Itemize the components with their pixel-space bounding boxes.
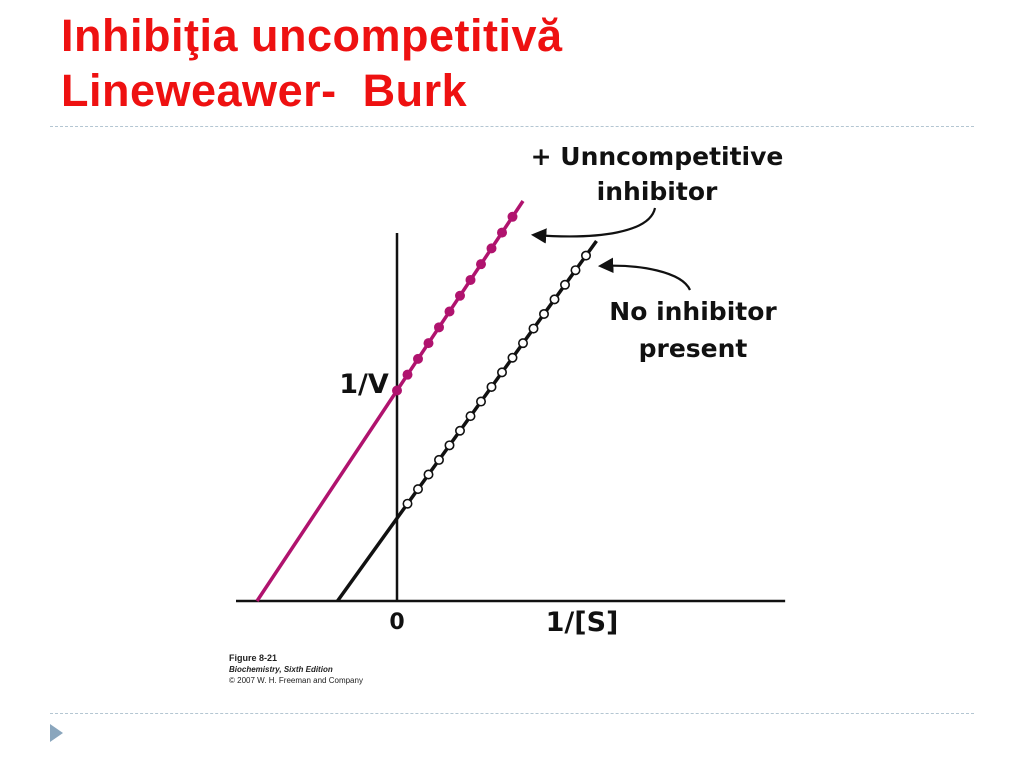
data-point-control-10 bbox=[507, 352, 518, 363]
annotation-0-line-1: inhibitor bbox=[597, 177, 718, 206]
data-point-inhibited-0 bbox=[392, 385, 402, 396]
data-point-inhibited-4 bbox=[434, 322, 444, 333]
top-divider bbox=[50, 126, 974, 127]
data-point-inhibited-3 bbox=[423, 338, 434, 349]
axes bbox=[236, 233, 786, 603]
figure-number: Figure 8-21 bbox=[229, 653, 278, 663]
x-axis-label: 1/[S] bbox=[546, 607, 619, 638]
annotation-arrow-1 bbox=[597, 257, 692, 291]
data-point-control-12 bbox=[528, 323, 539, 334]
data-point-control-0 bbox=[402, 498, 413, 509]
data-point-control-7 bbox=[475, 396, 486, 407]
data-point-inhibited-1 bbox=[402, 369, 413, 380]
data-point-inhibited-2 bbox=[413, 353, 423, 364]
annotation-1-line-1: present bbox=[639, 334, 748, 363]
annotation-1-line-0: No inhibitor bbox=[609, 297, 777, 326]
data-point-control-13 bbox=[538, 308, 549, 319]
annotation-arrow-0 bbox=[530, 207, 657, 244]
slide-title: Inhibiţia uncompetitivă Lineweawer- Burk bbox=[61, 8, 563, 118]
points-group bbox=[392, 211, 591, 509]
data-point-inhibited-6 bbox=[455, 290, 465, 301]
figure-credit: Figure 8-21 Biochemistry, Sixth Edition … bbox=[229, 653, 363, 686]
series-group bbox=[255, 200, 598, 603]
data-point-inhibited-10 bbox=[497, 227, 507, 238]
data-point-control-1 bbox=[412, 484, 423, 495]
data-point-control-2 bbox=[423, 469, 434, 480]
data-point-control-15 bbox=[559, 279, 570, 290]
data-point-inhibited-8 bbox=[476, 259, 486, 270]
figure-copyright: © 2007 W. H. Freeman and Company bbox=[229, 676, 363, 685]
data-point-inhibited-5 bbox=[444, 306, 455, 317]
next-slide-arrow-icon[interactable] bbox=[50, 724, 63, 742]
y-axis-label: 1/V bbox=[339, 369, 389, 400]
data-point-control-4 bbox=[444, 440, 455, 451]
data-point-control-16 bbox=[570, 265, 581, 276]
data-point-control-6 bbox=[465, 411, 476, 422]
data-point-inhibited-11 bbox=[507, 211, 518, 222]
figure-source-book: Biochemistry, Sixth Edition bbox=[229, 665, 333, 674]
data-point-inhibited-9 bbox=[486, 243, 497, 254]
data-point-control-11 bbox=[517, 338, 528, 349]
data-point-control-8 bbox=[486, 381, 497, 392]
data-point-control-14 bbox=[549, 294, 560, 305]
annotation-0-line-0: + Unncompetitive bbox=[531, 142, 784, 171]
data-point-control-9 bbox=[496, 367, 507, 378]
x-tick-label-0: 0 bbox=[389, 610, 404, 635]
data-point-control-3 bbox=[433, 454, 444, 465]
labels-group: 0 1/[S] 1/V + Unncompetitive inhibitor No inh… bbox=[339, 142, 783, 638]
slide-title-line-1: Inhibiţia uncompetitivă bbox=[61, 10, 563, 61]
data-point-inhibited-7 bbox=[465, 274, 476, 285]
bottom-divider bbox=[50, 713, 974, 714]
data-point-control-17 bbox=[580, 250, 591, 261]
data-point-control-5 bbox=[454, 425, 465, 436]
slide-title-line-2: Lineweawer- Burk bbox=[61, 65, 468, 116]
